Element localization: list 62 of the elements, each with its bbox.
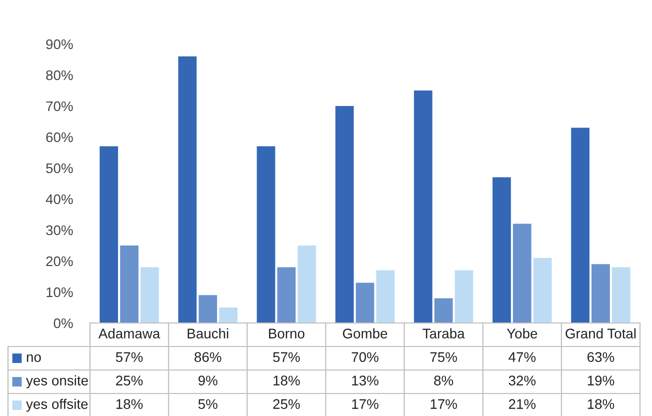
y-tick-label: 20% bbox=[46, 256, 73, 266]
y-tick-label: 30% bbox=[46, 225, 73, 236]
bar bbox=[198, 295, 218, 323]
legend-label: yes onsite bbox=[26, 375, 88, 388]
legend-label: no bbox=[26, 354, 41, 362]
data-label: 21% bbox=[508, 399, 536, 409]
data-label: 75% bbox=[430, 352, 457, 362]
x-tick-label: Taraba bbox=[422, 328, 465, 338]
bar bbox=[277, 267, 296, 323]
data-label: 17% bbox=[352, 399, 378, 409]
bar bbox=[492, 177, 511, 323]
x-tick-label: Bauchi bbox=[188, 328, 228, 338]
y-tick-label: 10% bbox=[46, 287, 73, 298]
bar bbox=[414, 90, 432, 323]
bar bbox=[376, 270, 395, 323]
bar bbox=[454, 270, 474, 323]
data-label: 32% bbox=[508, 376, 536, 386]
data-label: 86% bbox=[194, 352, 222, 362]
bar bbox=[178, 56, 197, 323]
x-tick-label: Adamawa bbox=[98, 328, 160, 338]
bar bbox=[100, 146, 118, 323]
data-label: 18% bbox=[116, 399, 143, 409]
data-label: 9% bbox=[198, 376, 218, 386]
data-label: 63% bbox=[588, 352, 614, 362]
x-tick-label: Yobe bbox=[506, 328, 538, 338]
data-label: 57% bbox=[116, 352, 143, 362]
bar bbox=[256, 146, 276, 323]
data-label: 19% bbox=[588, 376, 614, 386]
bar bbox=[120, 246, 138, 323]
data-label: 8% bbox=[434, 376, 454, 386]
data-label: 5% bbox=[198, 399, 218, 409]
bar bbox=[612, 267, 630, 323]
y-tick-label: 50% bbox=[46, 163, 73, 174]
x-tick-label: Gombe bbox=[342, 328, 388, 338]
data-label: 13% bbox=[352, 376, 378, 386]
y-tick-label: 90% bbox=[46, 39, 73, 50]
data-label: 25% bbox=[116, 376, 143, 386]
bar bbox=[298, 246, 316, 323]
bar bbox=[335, 106, 354, 323]
x-tick-label: Grand Total bbox=[566, 328, 636, 338]
data-label: 18% bbox=[588, 399, 614, 409]
legend-label: yes offsite bbox=[26, 398, 88, 412]
y-tick-label: 70% bbox=[46, 101, 73, 112]
bar bbox=[219, 308, 238, 323]
data-label: 17% bbox=[430, 399, 457, 409]
bar bbox=[512, 224, 532, 323]
data-label: 25% bbox=[273, 399, 300, 409]
data-label: 47% bbox=[508, 352, 536, 362]
data-label: 18% bbox=[274, 376, 300, 386]
y-tick-label: 40% bbox=[46, 194, 73, 204]
y-tick-label: 60% bbox=[46, 132, 73, 142]
data-label: 57% bbox=[273, 352, 300, 362]
bar bbox=[592, 264, 610, 323]
bar bbox=[533, 258, 552, 323]
x-tick-label: Borno bbox=[269, 328, 304, 338]
bar bbox=[571, 128, 590, 323]
bar bbox=[356, 282, 374, 323]
y-tick-label: 0% bbox=[54, 318, 73, 328]
bar bbox=[434, 298, 453, 323]
bar bbox=[140, 267, 159, 323]
data-label: 70% bbox=[352, 352, 378, 362]
y-tick-label: 80% bbox=[46, 70, 73, 80]
